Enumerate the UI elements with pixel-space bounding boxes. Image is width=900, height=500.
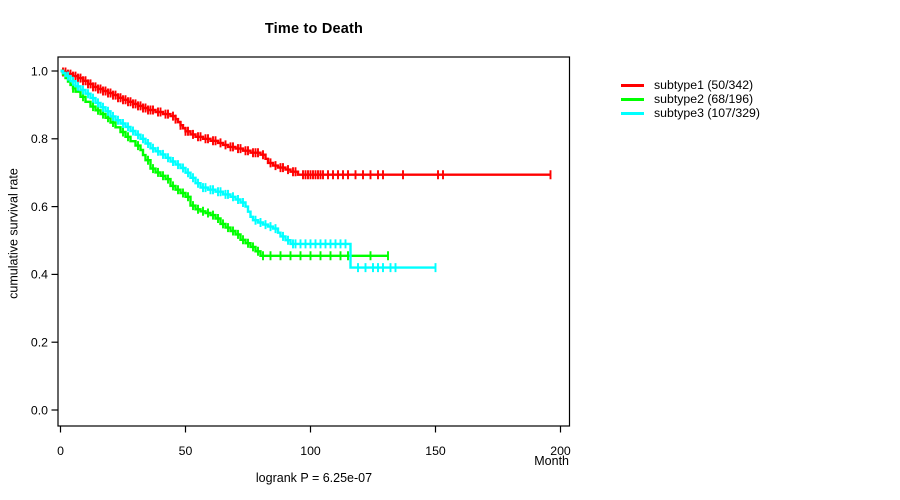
y-tick-label: 1.0 — [31, 64, 48, 78]
x-tick-label: 200 — [550, 444, 571, 458]
plot-box — [57, 56, 571, 427]
y-tick-label: 0.0 — [31, 403, 48, 417]
x-tick-label: 0 — [57, 444, 64, 458]
legend-line-subtype3-icon — [621, 111, 644, 115]
chart-title: Time to Death — [264, 21, 364, 37]
km-curve-subtype1 — [60, 69, 551, 176]
km-curve-subtype3 — [60, 69, 436, 269]
legend-label-subtype2: subtype2 (68/196) — [654, 92, 754, 106]
y-tick-label: 0.6 — [31, 200, 48, 214]
x-axis-title: Month — [534, 454, 569, 468]
x-tick-label: 100 — [300, 444, 321, 458]
censor-marks-subtype3 — [67, 71, 437, 273]
legend-label-subtype3: subtype3 (107/329) — [654, 106, 760, 120]
y-tick-label: 0.4 — [31, 268, 48, 282]
x-tick-label: 150 — [425, 444, 446, 458]
censor-marks-subtype2 — [72, 83, 389, 261]
legend-line-subtype2-icon — [621, 97, 644, 101]
censor-marks-subtype1 — [62, 67, 552, 180]
legend-label-subtype1: subtype1 (50/342) — [654, 78, 754, 92]
logrank-annotation: logrank P = 6.25e-07 — [255, 471, 373, 485]
legend-item-subtype1: subtype1 (50/342) — [621, 78, 760, 92]
legend-item-subtype3: subtype3 (107/329) — [621, 106, 760, 120]
km-curve-subtype2 — [60, 69, 388, 257]
legend-item-subtype2: subtype2 (68/196) — [621, 92, 760, 106]
y-tick-label: 0.8 — [31, 132, 48, 146]
legend: subtype1 (50/342) subtype2 (68/196) subt… — [621, 78, 760, 120]
y-tick-label: 0.2 — [31, 336, 48, 350]
legend-line-subtype1-icon — [621, 83, 644, 87]
x-tick-label: 50 — [179, 444, 193, 458]
